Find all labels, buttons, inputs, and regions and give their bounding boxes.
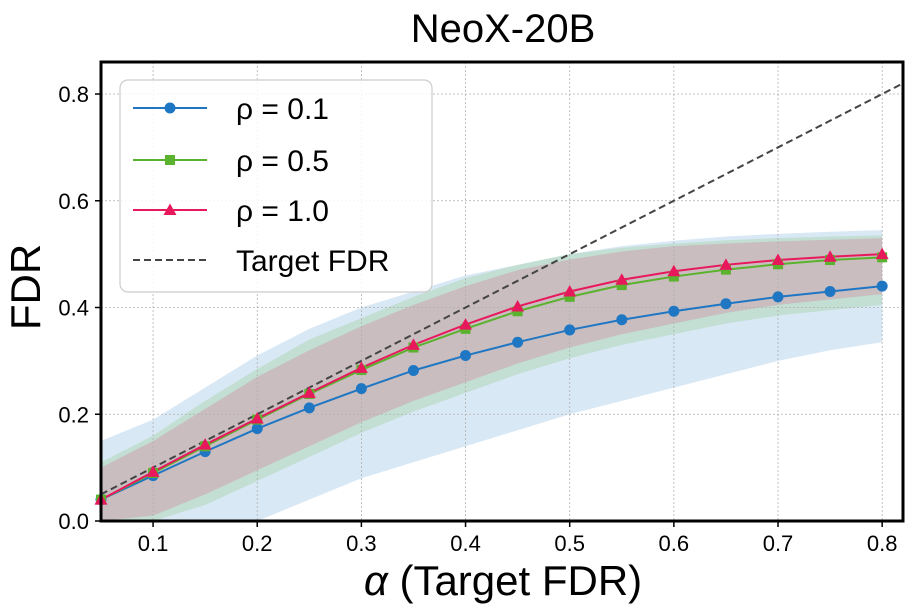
legend-marker-1 [165,155,175,165]
y-tick-label: 0.8 [58,82,89,107]
data-point [459,318,473,330]
data-point [668,271,679,282]
data-point [460,350,472,362]
y-tick-label: 0.4 [58,296,89,321]
x-tick-label: 0.2 [242,531,273,556]
series-line-0 [100,285,883,501]
y-axis-label: FDR [2,244,49,330]
y-tick-label: 0.2 [58,402,89,427]
data-point [355,383,367,395]
data-point [512,336,524,348]
y-axis-ticks: 0.0 0.2 0.4 0.6 0.8 [58,82,101,534]
data-point [876,280,888,292]
legend-label-1: ρ = 0.5 [236,145,329,178]
legend-marker-2 [163,203,177,215]
data-point [823,250,837,262]
series-line-1 [100,256,883,501]
data-point [406,338,420,350]
data-point [407,364,419,376]
data-point [875,247,889,260]
x-axis-label: α (Target FDR) [364,557,642,604]
data-point [771,253,785,266]
data-point [198,438,212,450]
data-point [354,361,368,373]
data-point [511,299,525,312]
series-line-2 [100,253,883,501]
data-point [563,285,577,297]
confidence-band-0 [101,230,883,522]
plot-frame [99,60,905,523]
legend-box [119,79,433,293]
legend-label-3: Target FDR [236,245,389,278]
data-point [564,324,576,336]
data-point [616,280,627,291]
data-point [302,386,316,398]
data-point [667,264,681,277]
x-axis-ticks: 0.1 0.2 0.3 0.4 0.5 0.6 0.7 0.8 [138,521,898,556]
x-tick-label: 0.4 [450,531,481,556]
data-point [824,286,836,297]
data-point [720,298,732,310]
x-tick-label: 0.3 [346,531,377,556]
legend-label-0: ρ = 0.1 [236,93,329,126]
legend-marker-0 [164,102,176,114]
series-line-3 [100,82,904,496]
data-point [616,314,628,326]
y-tick-label: 0.0 [58,509,89,534]
series-markers [94,247,889,506]
x-tick-label: 0.6 [659,531,690,556]
confidence-band-1 [101,235,883,522]
legend-label-2: ρ = 1.0 [236,195,329,228]
data-point [251,423,263,435]
data-point [250,412,264,424]
x-tick-label: 0.1 [138,531,169,556]
data-point [564,291,575,302]
x-tick-label: 0.7 [763,531,794,556]
chart-title: NeoX-20B [411,7,596,51]
data-point [146,465,160,477]
data-point [303,402,315,414]
data-point [719,258,733,270]
data-point [772,291,784,303]
series-lines [100,82,904,501]
x-tick-label: 0.5 [554,531,585,556]
data-point [668,305,680,317]
data-point [615,273,629,285]
legend: ρ = 0.1 ρ = 0.5 ρ = 1.0 Target FDR [119,79,433,293]
y-tick-label: 0.6 [58,189,89,214]
x-tick-label: 0.8 [867,531,898,556]
